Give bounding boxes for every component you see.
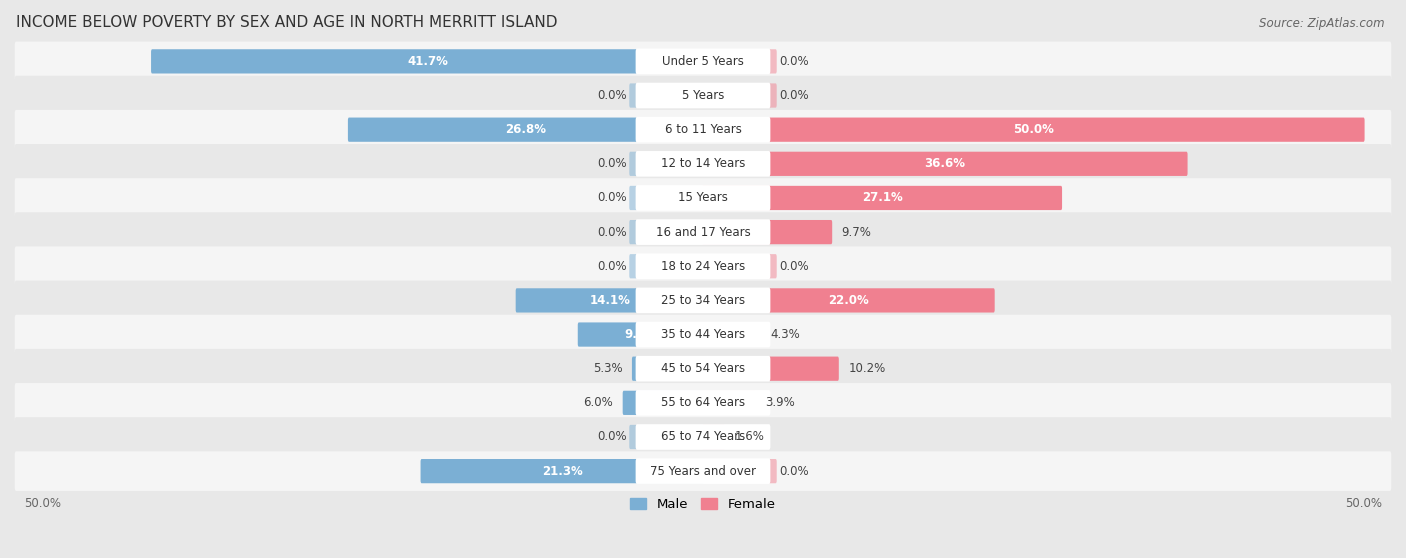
- Text: 41.7%: 41.7%: [408, 55, 449, 68]
- FancyBboxPatch shape: [636, 83, 770, 108]
- FancyBboxPatch shape: [420, 459, 704, 483]
- Text: 26.8%: 26.8%: [506, 123, 547, 136]
- FancyBboxPatch shape: [14, 349, 1392, 388]
- FancyBboxPatch shape: [14, 281, 1392, 320]
- Text: 0.0%: 0.0%: [596, 225, 627, 239]
- FancyBboxPatch shape: [14, 76, 1392, 116]
- FancyBboxPatch shape: [702, 152, 1188, 176]
- FancyBboxPatch shape: [14, 144, 1392, 184]
- Text: 5.3%: 5.3%: [593, 362, 623, 375]
- Text: 14.1%: 14.1%: [589, 294, 630, 307]
- Text: 0.0%: 0.0%: [779, 465, 810, 478]
- FancyBboxPatch shape: [14, 42, 1392, 81]
- Text: 35 to 44 Years: 35 to 44 Years: [661, 328, 745, 341]
- Text: 0.0%: 0.0%: [596, 191, 627, 204]
- Legend: Male, Female: Male, Female: [626, 493, 780, 517]
- FancyBboxPatch shape: [516, 288, 704, 312]
- Text: 4.3%: 4.3%: [770, 328, 800, 341]
- Text: 22.0%: 22.0%: [828, 294, 869, 307]
- Text: 45 to 54 Years: 45 to 54 Years: [661, 362, 745, 375]
- FancyBboxPatch shape: [630, 220, 638, 244]
- Text: 65 to 74 Years: 65 to 74 Years: [661, 430, 745, 444]
- FancyBboxPatch shape: [636, 458, 770, 484]
- FancyBboxPatch shape: [14, 417, 1392, 457]
- FancyBboxPatch shape: [630, 83, 638, 108]
- FancyBboxPatch shape: [150, 49, 704, 74]
- FancyBboxPatch shape: [636, 424, 770, 450]
- FancyBboxPatch shape: [702, 118, 1365, 142]
- FancyBboxPatch shape: [702, 425, 725, 449]
- Text: 0.0%: 0.0%: [779, 89, 810, 102]
- Text: 16 and 17 Years: 16 and 17 Years: [655, 225, 751, 239]
- FancyBboxPatch shape: [14, 247, 1392, 286]
- FancyBboxPatch shape: [14, 212, 1392, 252]
- FancyBboxPatch shape: [630, 186, 638, 210]
- Text: 0.0%: 0.0%: [596, 430, 627, 444]
- FancyBboxPatch shape: [636, 185, 770, 211]
- FancyBboxPatch shape: [623, 391, 704, 415]
- FancyBboxPatch shape: [14, 315, 1392, 354]
- Text: 6.0%: 6.0%: [583, 396, 613, 410]
- Text: 0.0%: 0.0%: [779, 55, 810, 68]
- Text: 5 Years: 5 Years: [682, 89, 724, 102]
- Text: INCOME BELOW POVERTY BY SEX AND AGE IN NORTH MERRITT ISLAND: INCOME BELOW POVERTY BY SEX AND AGE IN N…: [15, 15, 558, 30]
- Text: 18 to 24 Years: 18 to 24 Years: [661, 260, 745, 273]
- FancyBboxPatch shape: [702, 288, 994, 312]
- Text: 75 Years and over: 75 Years and over: [650, 465, 756, 478]
- FancyBboxPatch shape: [702, 186, 1062, 210]
- FancyBboxPatch shape: [578, 323, 704, 347]
- FancyBboxPatch shape: [636, 219, 770, 245]
- Text: 1.6%: 1.6%: [735, 430, 765, 444]
- FancyBboxPatch shape: [768, 49, 776, 74]
- Text: 0.0%: 0.0%: [596, 157, 627, 170]
- FancyBboxPatch shape: [768, 459, 776, 483]
- FancyBboxPatch shape: [14, 178, 1392, 218]
- Text: 25 to 34 Years: 25 to 34 Years: [661, 294, 745, 307]
- FancyBboxPatch shape: [636, 390, 770, 416]
- Text: 36.6%: 36.6%: [924, 157, 966, 170]
- FancyBboxPatch shape: [14, 110, 1392, 150]
- Text: 0.0%: 0.0%: [779, 260, 810, 273]
- Text: 10.2%: 10.2%: [848, 362, 886, 375]
- FancyBboxPatch shape: [768, 83, 776, 108]
- FancyBboxPatch shape: [14, 451, 1392, 491]
- FancyBboxPatch shape: [636, 356, 770, 382]
- FancyBboxPatch shape: [636, 151, 770, 177]
- Text: 50.0%: 50.0%: [1012, 123, 1053, 136]
- Text: 55 to 64 Years: 55 to 64 Years: [661, 396, 745, 410]
- Text: Under 5 Years: Under 5 Years: [662, 55, 744, 68]
- Text: Source: ZipAtlas.com: Source: ZipAtlas.com: [1260, 17, 1385, 30]
- FancyBboxPatch shape: [636, 253, 770, 279]
- Text: 12 to 14 Years: 12 to 14 Years: [661, 157, 745, 170]
- FancyBboxPatch shape: [14, 383, 1392, 422]
- FancyBboxPatch shape: [636, 117, 770, 142]
- Text: 9.7%: 9.7%: [842, 225, 872, 239]
- FancyBboxPatch shape: [347, 118, 704, 142]
- FancyBboxPatch shape: [630, 254, 638, 278]
- Text: 9.4%: 9.4%: [624, 328, 658, 341]
- FancyBboxPatch shape: [630, 425, 638, 449]
- FancyBboxPatch shape: [631, 357, 704, 381]
- FancyBboxPatch shape: [768, 254, 776, 278]
- FancyBboxPatch shape: [630, 152, 638, 176]
- FancyBboxPatch shape: [636, 287, 770, 313]
- FancyBboxPatch shape: [636, 322, 770, 347]
- FancyBboxPatch shape: [702, 323, 761, 347]
- Text: 3.9%: 3.9%: [765, 396, 794, 410]
- Text: 15 Years: 15 Years: [678, 191, 728, 204]
- FancyBboxPatch shape: [702, 220, 832, 244]
- FancyBboxPatch shape: [636, 49, 770, 74]
- Text: 21.3%: 21.3%: [541, 465, 582, 478]
- Text: 27.1%: 27.1%: [862, 191, 903, 204]
- FancyBboxPatch shape: [702, 357, 839, 381]
- Text: 0.0%: 0.0%: [596, 89, 627, 102]
- FancyBboxPatch shape: [702, 391, 755, 415]
- Text: 0.0%: 0.0%: [596, 260, 627, 273]
- Text: 6 to 11 Years: 6 to 11 Years: [665, 123, 741, 136]
